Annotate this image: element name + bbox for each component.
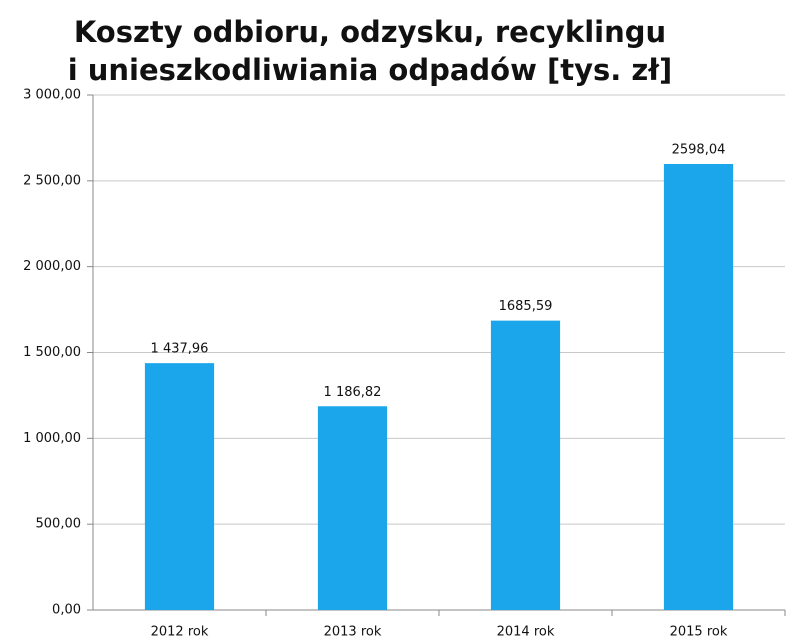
bar	[663, 164, 734, 611]
x-tick-label: 2013 rok	[324, 625, 382, 640]
y-tick-label: 3 000,00	[23, 88, 81, 103]
x-tick-label: 2015 rok	[670, 625, 728, 640]
bar	[317, 406, 388, 610]
data-label: 1 437,96	[151, 342, 209, 357]
chart-title: Koszty odbioru, odzysku, recyklingu	[74, 15, 666, 49]
y-tick-label: 1 000,00	[23, 431, 81, 446]
y-tick-label: 0,00	[52, 603, 81, 618]
y-tick-label: 1 500,00	[23, 345, 81, 360]
x-tick-label: 2012 rok	[151, 625, 209, 640]
y-tick-label: 500,00	[36, 517, 82, 532]
data-label: 2598,04	[672, 143, 726, 158]
y-tick-label: 2 000,00	[23, 259, 81, 274]
bar	[144, 363, 215, 610]
data-label: 1 186,82	[324, 385, 382, 400]
data-label: 1685,59	[499, 299, 553, 314]
bar	[490, 320, 561, 610]
chart-title: i unieszkodliwiania odpadów [tys. zł]	[68, 53, 673, 87]
y-tick-label: 2 500,00	[23, 173, 81, 188]
x-tick-label: 2014 rok	[497, 625, 555, 640]
